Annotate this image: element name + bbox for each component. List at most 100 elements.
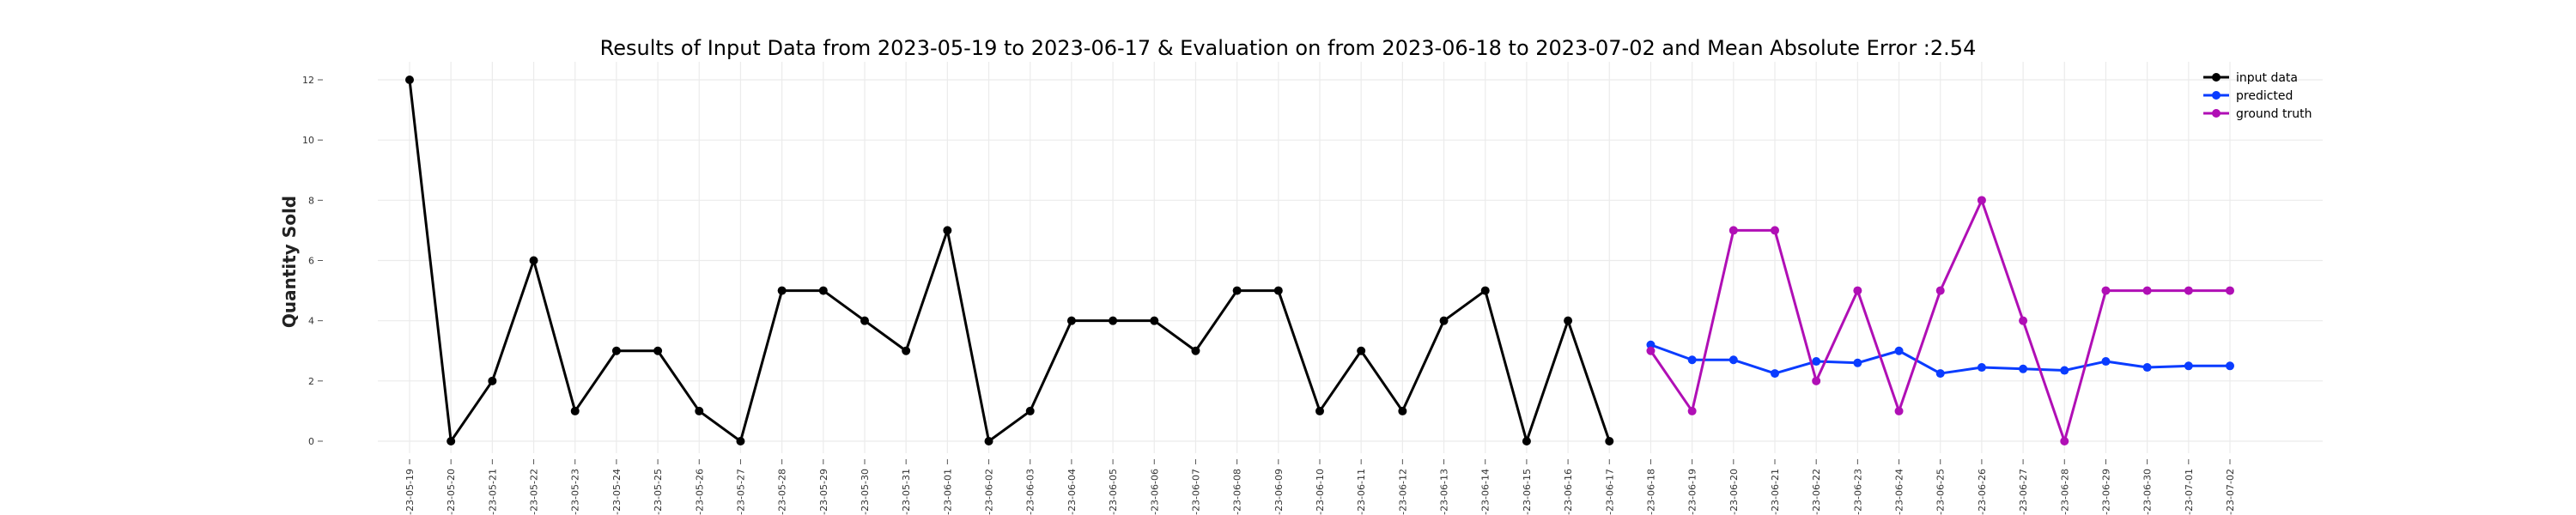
x-tick-label: -23-05-31 xyxy=(901,469,912,515)
data-point-predicted xyxy=(2101,357,2111,367)
data-point-ground-truth xyxy=(1687,406,1697,415)
x-tick-label: -23-06-18 xyxy=(1645,469,1656,515)
x-tick-label: -23-06-09 xyxy=(1273,469,1285,515)
x-tick-label: -23-06-27 xyxy=(2018,469,2029,515)
legend-swatch-marker xyxy=(2212,91,2221,100)
data-point-input-data xyxy=(611,346,621,355)
data-point-predicted xyxy=(2184,361,2193,371)
data-point-input-data xyxy=(1480,286,1490,295)
x-tick-label: -23-06-16 xyxy=(1563,469,1574,515)
x-tick-label: -23-05-27 xyxy=(735,469,746,515)
x-tick-label: -23-06-21 xyxy=(1770,469,1781,515)
x-tick-label: -23-06-01 xyxy=(942,469,953,515)
x-tick-label: -23-06-11 xyxy=(1356,469,1367,515)
data-point-ground-truth xyxy=(2184,286,2193,295)
data-point-ground-truth xyxy=(1977,196,1986,205)
x-tick-label: -23-06-15 xyxy=(1522,469,1533,515)
series-line-input-data xyxy=(408,79,1611,443)
data-point-input-data xyxy=(1109,316,1118,325)
data-point-predicted xyxy=(1853,358,1862,367)
data-point-input-data xyxy=(1439,316,1449,325)
x-tick-label: -23-07-02 xyxy=(2225,469,2236,515)
data-point-input-data xyxy=(1150,316,1159,325)
x-tick-label: -23-05-30 xyxy=(860,469,871,515)
data-point-input-data xyxy=(653,346,663,355)
data-point-ground-truth xyxy=(1812,376,1821,385)
data-point-ground-truth xyxy=(1894,406,1904,415)
data-point-input-data xyxy=(736,437,745,445)
x-tick-label: -23-06-30 xyxy=(2142,469,2154,515)
data-point-predicted xyxy=(1977,363,1986,373)
x-tick-label: -23-05-23 xyxy=(570,469,581,515)
legend-label: predicted xyxy=(2236,89,2293,103)
x-tick-label: -23-06-25 xyxy=(1935,469,1947,515)
x-tick-label: -23-05-26 xyxy=(694,469,705,515)
data-point-input-data xyxy=(1232,286,1242,295)
legend-label: input data xyxy=(2236,71,2298,85)
data-point-input-data xyxy=(1315,406,1324,415)
y-tick-label: 2 xyxy=(308,376,314,387)
data-point-predicted xyxy=(1728,355,1738,365)
y-tick-label: 0 xyxy=(308,436,314,447)
x-tick-label: -23-05-19 xyxy=(404,469,416,515)
legend-label: ground truth xyxy=(2236,107,2312,121)
x-tick-label: -23-05-22 xyxy=(529,469,540,515)
data-point-predicted xyxy=(1935,369,1945,379)
data-point-predicted xyxy=(1812,357,1821,367)
x-tick-label: -23-05-28 xyxy=(777,469,788,515)
data-point-predicted xyxy=(1771,369,1779,379)
x-tick-label: -23-06-10 xyxy=(1315,469,1326,515)
x-tick-label: -23-06-12 xyxy=(1397,469,1408,515)
x-axis-ticks: -23-05-19 -23-05-20 -23-05-21 -23-05-22 -23-… xyxy=(404,459,2236,515)
y-tick-label: 8 xyxy=(308,195,314,206)
data-point-predicted xyxy=(2019,364,2028,373)
x-tick-label: -23-05-21 xyxy=(487,469,498,515)
legend: input data predicted ground truth xyxy=(2203,71,2312,121)
x-tick-label: -23-06-26 xyxy=(1977,469,1988,515)
x-tick-label: -23-06-07 xyxy=(1190,469,1201,515)
y-tick-label: 6 xyxy=(308,256,314,267)
x-tick-label: -23-06-24 xyxy=(1894,469,1905,515)
data-point-input-data xyxy=(1025,406,1035,415)
y-tick-label: 10 xyxy=(302,135,314,146)
data-point-input-data xyxy=(695,406,704,415)
data-point-predicted xyxy=(1646,340,1656,349)
data-point-ground-truth xyxy=(1646,346,1656,355)
x-tick-label: -23-06-13 xyxy=(1439,469,1450,515)
data-point-ground-truth xyxy=(2226,286,2234,295)
data-point-input-data xyxy=(1522,437,1531,445)
data-point-ground-truth xyxy=(1771,226,1779,235)
data-point-ground-truth xyxy=(1853,286,1862,295)
x-tick-label: -23-05-25 xyxy=(653,469,664,515)
y-axis-label: Quantity Sold xyxy=(279,196,300,328)
x-tick-label: -23-06-02 xyxy=(984,469,995,515)
data-point-ground-truth xyxy=(2101,286,2111,295)
x-tick-label: -23-05-20 xyxy=(446,469,457,515)
x-tick-label: -23-05-29 xyxy=(818,469,829,515)
data-point-input-data xyxy=(488,376,497,385)
x-tick-label: -23-06-14 xyxy=(1480,469,1492,515)
x-tick-label: -23-06-28 xyxy=(2059,469,2070,515)
x-tick-label: -23-06-06 xyxy=(1149,469,1160,515)
data-point-predicted xyxy=(1894,346,1904,355)
data-point-input-data xyxy=(1066,316,1076,325)
y-tick-label: 4 xyxy=(308,316,314,327)
data-point-predicted xyxy=(1687,355,1697,365)
data-point-input-data xyxy=(860,316,869,325)
data-point-predicted xyxy=(2226,361,2234,371)
data-point-ground-truth xyxy=(1728,226,1738,235)
x-tick-label: -23-07-01 xyxy=(2184,469,2195,515)
data-point-predicted xyxy=(2060,366,2069,375)
x-tick-label: -23-06-22 xyxy=(1811,469,1822,515)
x-tick-label: -23-06-20 xyxy=(1728,469,1740,515)
legend-swatch-marker xyxy=(2212,73,2221,82)
legend-swatch-marker xyxy=(2212,109,2221,118)
data-point-input-data xyxy=(570,406,580,415)
chart-title: Results of Input Data from 2023-05-19 to… xyxy=(600,36,1977,60)
x-tick-label: -23-06-05 xyxy=(1108,469,1119,515)
data-point-ground-truth xyxy=(1935,286,1945,295)
x-tick-label: -23-06-08 xyxy=(1232,469,1243,515)
data-point-input-data xyxy=(902,346,911,355)
